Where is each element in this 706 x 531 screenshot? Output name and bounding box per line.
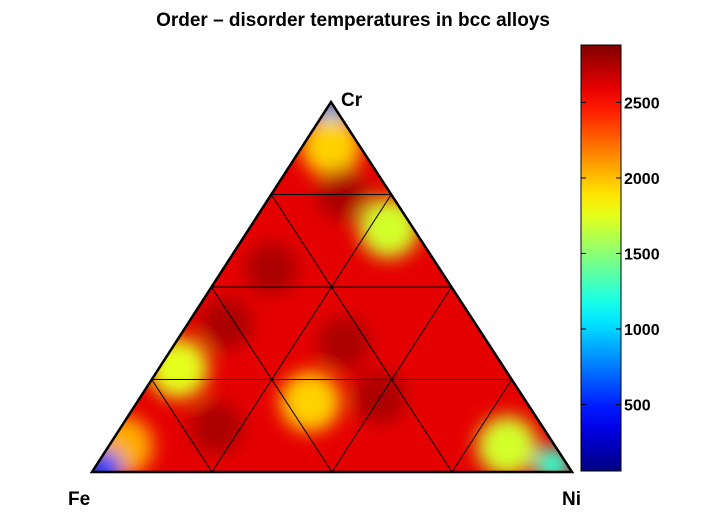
heat-spot-8	[477, 416, 538, 472]
heat-patch-0	[245, 242, 298, 295]
colorbar-ticks: 500 1000 1500 2000 2500	[581, 95, 660, 415]
heat-spot-2	[358, 197, 419, 258]
heat-patch-3	[200, 298, 252, 350]
colorbar-tick-label: 2000	[624, 171, 660, 188]
heatmap-spots	[92, 102, 571, 472]
grid-line-ni-3	[451, 379, 513, 473]
grid-line-fe-1	[270, 194, 453, 473]
heat-patch-1	[317, 316, 370, 369]
grid-line-ni-1	[211, 194, 392, 473]
chart-title: Order – disorder temperatures in bcc all…	[156, 10, 550, 31]
ternary-outline	[89, 99, 575, 474]
colorbar-tick-label: 1500	[624, 246, 660, 263]
vertex-label-top: Cr	[341, 90, 363, 111]
grid-line-ni-2	[331, 286, 452, 473]
heat-spot-3	[148, 338, 209, 399]
grid-line-fe-2	[211, 286, 333, 473]
ternary-grid	[151, 194, 513, 473]
colorbar: 500 1000 1500 2000 2500	[580, 44, 660, 472]
heatmap-layer	[92, 102, 571, 472]
heat-spot-7	[534, 446, 571, 472]
grid-line-fe-3	[151, 379, 213, 473]
vertex-label-right: Ni	[562, 489, 581, 510]
colorbar-tick-label: 500	[624, 398, 651, 415]
ternary-area	[89, 99, 575, 474]
colorbar-gradient	[581, 45, 621, 471]
colorbar-tick-label: 2500	[624, 95, 660, 112]
heat-spot-1	[301, 116, 362, 177]
colorbar-frame	[580, 44, 622, 472]
heat-spot-4	[280, 371, 341, 432]
colorbar-tick-label: 1000	[624, 322, 660, 339]
vertex-label-left: Fe	[68, 489, 90, 510]
heat-patch-2	[190, 401, 243, 454]
